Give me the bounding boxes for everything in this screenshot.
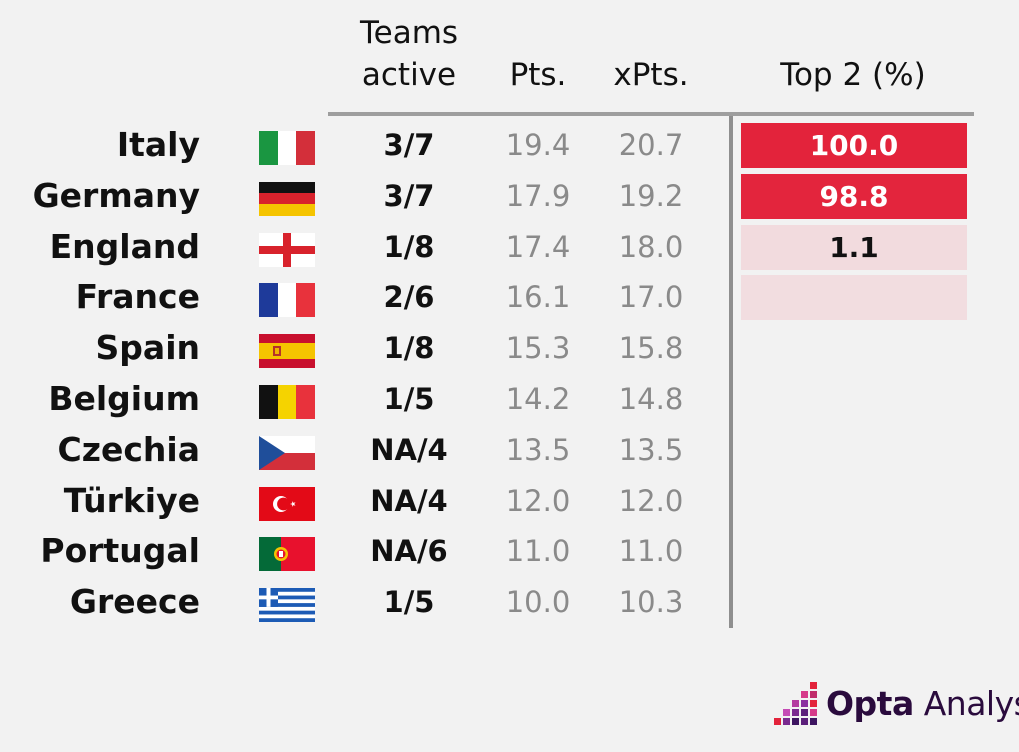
table-row: England 1/8 17.4 18.0 1.1 xyxy=(0,222,1019,272)
xpts-cell: 11.0 xyxy=(618,534,684,569)
pts-cell: 11.0 xyxy=(505,534,571,569)
country-label: Czechia xyxy=(57,429,200,469)
czechia-flag xyxy=(259,435,315,470)
table-row: Czechia NA/4 13.5 13.5 xyxy=(0,425,1019,475)
teams-active-cell: 1/5 xyxy=(383,382,435,416)
england-flag xyxy=(259,232,315,267)
table-row: Greece 1/5 10.0 10.3 xyxy=(0,577,1019,627)
country-label: Greece xyxy=(69,582,200,622)
opta-analyst-logo: Opta Analyst xyxy=(770,680,1019,730)
header-teams-line2: active xyxy=(361,57,457,93)
germany-flag xyxy=(259,181,315,216)
xpts-cell: 12.0 xyxy=(618,483,684,518)
header-teams-active: Teams active xyxy=(330,12,488,96)
table-row: Italy 3/7 19.4 20.7 100.0 xyxy=(0,120,1019,170)
greece-flag xyxy=(259,588,315,623)
table-row: Portugal NA/6 11.0 11.0 xyxy=(0,526,1019,576)
table-row: France 2/6 16.1 17.0 xyxy=(0,272,1019,322)
country-label: Germany xyxy=(32,175,200,215)
header-divider xyxy=(328,112,974,116)
table-row: Spain 1/8 15.3 15.8 xyxy=(0,323,1019,373)
teams-active-cell: 3/7 xyxy=(383,128,435,162)
header-pts: Pts. xyxy=(509,57,567,93)
teams-active-cell: 1/8 xyxy=(383,331,435,366)
pts-cell: 13.5 xyxy=(505,432,571,467)
teams-active-cell: 3/7 xyxy=(383,178,435,213)
pts-cell: 19.4 xyxy=(505,128,571,162)
xpts-cell: 18.0 xyxy=(618,229,684,264)
teams-active-cell: 2/6 xyxy=(383,280,435,315)
xpts-cell: 14.8 xyxy=(618,382,684,416)
country-label: Portugal xyxy=(40,531,200,571)
opta-analyst-logo-icon xyxy=(774,682,817,725)
france-flag xyxy=(259,283,315,318)
portugal-flag xyxy=(259,537,315,572)
pts-cell: 15.3 xyxy=(505,331,571,366)
country-label: Türkiye xyxy=(63,480,200,520)
teams-active-cell: NA/4 xyxy=(370,483,448,518)
pts-cell: 17.9 xyxy=(505,178,571,213)
belgium-flag xyxy=(259,385,315,419)
header-xpts: xPts. xyxy=(613,57,689,93)
table-row: Germany 3/7 17.9 19.2 98.8 xyxy=(0,171,1019,221)
xpts-cell: 19.2 xyxy=(618,178,684,213)
teams-active-cell: 1/5 xyxy=(383,585,435,620)
pts-cell: 10.0 xyxy=(505,585,571,620)
header-teams-line1: Teams xyxy=(359,15,459,51)
pts-cell: 17.4 xyxy=(505,229,571,264)
italy-flag xyxy=(259,131,315,165)
logo-brand-bold: Opta xyxy=(826,684,914,723)
xpts-cell: 17.0 xyxy=(618,280,684,315)
top2-bar xyxy=(741,275,967,321)
spain-flag xyxy=(259,334,315,369)
logo-wordmark: Opta Analyst xyxy=(826,684,1019,724)
country-label: Italy xyxy=(116,125,200,164)
pts-cell: 16.1 xyxy=(505,280,571,315)
teams-active-cell: 1/8 xyxy=(383,229,435,264)
xpts-cell: 13.5 xyxy=(618,432,684,467)
country-label: Spain xyxy=(95,328,200,368)
logo-brand-light: Analyst xyxy=(923,684,1019,723)
turkiye-flag xyxy=(259,486,315,521)
xpts-cell: 15.8 xyxy=(618,331,684,366)
teams-active-cell: NA/6 xyxy=(370,534,448,569)
table-row: Türkiye NA/4 12.0 12.0 xyxy=(0,476,1019,526)
pts-cell: 12.0 xyxy=(505,483,571,518)
header-top2: Top 2 (%) xyxy=(780,57,926,93)
table-row: Belgium 1/5 14.2 14.8 xyxy=(0,374,1019,424)
top2-bar: 1.1 xyxy=(741,224,967,270)
country-label: England xyxy=(49,226,200,266)
teams-active-cell: NA/4 xyxy=(370,432,448,467)
country-label: Belgium xyxy=(48,379,200,418)
country-label: France xyxy=(75,277,200,317)
pts-cell: 14.2 xyxy=(505,382,571,416)
column-divider xyxy=(729,116,733,628)
top2-bar: 98.8 xyxy=(741,173,967,219)
top2-bar: 100.0 xyxy=(741,123,967,168)
xpts-cell: 20.7 xyxy=(618,128,684,162)
xpts-cell: 10.3 xyxy=(618,585,684,620)
